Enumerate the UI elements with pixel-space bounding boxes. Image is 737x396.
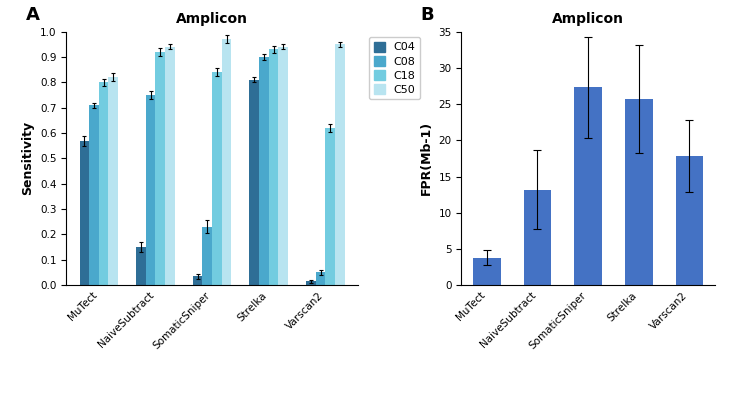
Bar	[315, 272, 325, 285]
Bar	[473, 258, 500, 285]
Bar	[325, 128, 335, 285]
Bar	[165, 47, 175, 285]
Bar	[99, 82, 108, 285]
Text: B: B	[421, 6, 435, 24]
Y-axis label: Sensitivity: Sensitivity	[21, 121, 35, 196]
Text: A: A	[26, 6, 39, 24]
Legend: C04, C08, C18, C50: C04, C08, C18, C50	[369, 37, 420, 99]
Bar	[306, 281, 315, 285]
Bar	[676, 156, 703, 285]
Bar	[574, 88, 602, 285]
Bar	[108, 77, 118, 285]
Bar	[249, 80, 259, 285]
Bar	[156, 52, 165, 285]
Bar	[212, 72, 222, 285]
Title: Amplicon: Amplicon	[176, 12, 248, 27]
Bar	[146, 95, 156, 285]
Y-axis label: FPR(Mb-1): FPR(Mb-1)	[420, 121, 433, 196]
Title: Amplicon: Amplicon	[552, 12, 624, 27]
Bar	[80, 141, 89, 285]
Bar	[279, 47, 288, 285]
Bar	[269, 50, 279, 285]
Bar	[523, 190, 551, 285]
Bar	[193, 276, 203, 285]
Bar	[136, 247, 146, 285]
Bar	[89, 105, 99, 285]
Bar	[259, 57, 269, 285]
Bar	[203, 227, 212, 285]
Bar	[625, 99, 653, 285]
Bar	[335, 44, 345, 285]
Bar	[222, 39, 231, 285]
